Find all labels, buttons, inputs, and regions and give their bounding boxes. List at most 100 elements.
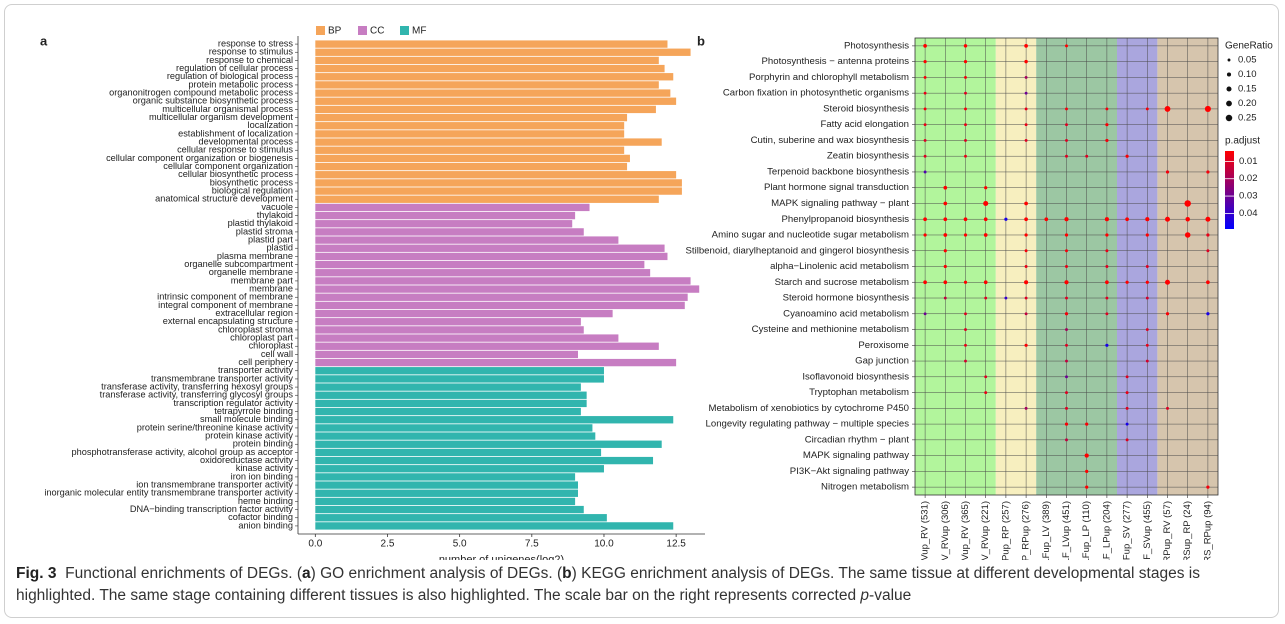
bar (315, 252, 668, 261)
legend-swatch (358, 26, 367, 35)
dot (923, 75, 927, 79)
dot (1065, 265, 1068, 268)
legend-dot (1226, 86, 1232, 92)
y-tick-label: transcription regulator activity (174, 398, 294, 408)
dot (1105, 123, 1109, 127)
x-tick-label: 7.5 (525, 539, 539, 550)
x-tick-label: LF_LPup (204) (1101, 501, 1112, 560)
y-tick-label: transferase activity, transferring hexos… (101, 382, 293, 392)
dot (1065, 343, 1068, 347)
dot (1145, 296, 1149, 300)
dot (964, 328, 967, 331)
dot (1145, 328, 1149, 331)
bar (315, 514, 607, 522)
bar (315, 391, 587, 399)
dot (983, 233, 988, 237)
bar (315, 505, 584, 514)
dot (1064, 312, 1069, 316)
dot (984, 375, 988, 379)
dot (964, 123, 967, 127)
y-tick-label: organic substance biosynthetic process (133, 96, 294, 106)
y-tick-label: regulation of biological process (167, 71, 294, 81)
bar (315, 383, 581, 391)
x-tick-label: LFup_LP (110) (1081, 501, 1092, 560)
dot (1024, 406, 1028, 410)
dot (1064, 280, 1069, 285)
y-tick-label: Amino sugar and nucleotide sugar metabol… (712, 230, 909, 241)
y-tick-label: protein binding (233, 439, 293, 449)
dot (1024, 91, 1028, 95)
dot (963, 217, 968, 222)
dot (1145, 280, 1149, 284)
y-tick-label: Steroid hormone biosynthesis (783, 293, 910, 304)
y-tick-label: protein kinase activity (205, 431, 293, 441)
bar (315, 48, 691, 56)
y-tick-label: plastid thylakoid (228, 218, 293, 228)
dot (1206, 485, 1210, 489)
dot (943, 233, 948, 237)
panel-letter: b (697, 33, 705, 48)
bar (315, 203, 590, 212)
y-tick-label: plasma membrane (217, 251, 293, 261)
dot (1145, 265, 1149, 268)
dot (943, 201, 948, 206)
dot (923, 217, 927, 222)
y-tick-label: Tryptophan metabolism (809, 387, 909, 398)
dot (1065, 107, 1068, 111)
caption-text: Functional enrichments of DEGs. ( (65, 565, 303, 582)
y-tick-label: external encapsulating structure (163, 316, 293, 326)
y-tick-label: intrinsic component of membrane (157, 292, 293, 302)
dot (1065, 438, 1068, 442)
dot (1105, 107, 1109, 111)
legend-label: 0.05 (1238, 55, 1257, 66)
x-tick-label: LV_RVup (306) (940, 501, 951, 560)
y-tick-label: plastid part (248, 235, 293, 245)
y-tick-label: multicellular organism development (149, 112, 293, 122)
y-tick-label: Stilbenoid, diarylheptanoid and gingerol… (686, 245, 910, 256)
dot (1004, 217, 1008, 221)
legend-dot (1227, 58, 1231, 62)
y-tick-label: localization (248, 120, 293, 130)
dot (1024, 249, 1028, 253)
dot (1024, 123, 1028, 127)
dot (1065, 154, 1068, 158)
y-tick-label: Porphyrin and chlorophyll metabolism (749, 72, 909, 83)
dot (1145, 233, 1149, 237)
bar (315, 228, 584, 236)
bar (315, 244, 665, 252)
legend-swatch (400, 26, 409, 35)
colorbar-label: 0.02 (1239, 173, 1258, 184)
y-tick-label: Zeatin biosynthesis (827, 151, 909, 162)
dot (964, 154, 967, 158)
dot (1044, 217, 1049, 222)
bar (315, 358, 677, 367)
bar (315, 211, 576, 220)
legend-label: CC (370, 26, 384, 37)
dot (1085, 485, 1089, 489)
x-tick-label: SV_RVup (221) (980, 501, 991, 560)
y-tick-label: Cysteine and methionine metabolism (752, 324, 909, 335)
dot (943, 217, 948, 222)
dot (964, 75, 967, 79)
x-tick-label: 2.5 (381, 539, 395, 550)
bar (315, 367, 604, 375)
bar (315, 171, 677, 179)
dot (1084, 453, 1089, 458)
y-tick-label: developmental process (199, 137, 294, 147)
y-tick-label: Gap junction (855, 356, 909, 367)
y-tick-label: iron ion binding (231, 471, 293, 481)
dot (1125, 422, 1129, 426)
dot (1145, 359, 1149, 363)
legend-title: GeneRatio (1225, 41, 1273, 52)
dot (1024, 75, 1028, 79)
dot (964, 107, 967, 111)
y-tick-label: kinase activity (236, 463, 294, 473)
y-tick-label: cellular component organization or bioge… (106, 153, 293, 163)
y-tick-label: plastid stroma (236, 226, 294, 236)
dot (1125, 375, 1129, 379)
dot (1105, 296, 1109, 300)
bar (315, 260, 645, 269)
dot (963, 280, 968, 284)
